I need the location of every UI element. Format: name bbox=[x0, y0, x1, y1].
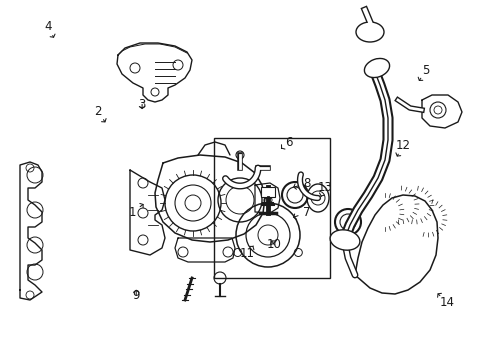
Polygon shape bbox=[130, 170, 165, 255]
Bar bbox=[214, 138, 330, 278]
Polygon shape bbox=[20, 162, 42, 300]
Ellipse shape bbox=[356, 22, 384, 42]
Text: 4: 4 bbox=[44, 21, 52, 33]
Polygon shape bbox=[117, 43, 192, 102]
Text: 14: 14 bbox=[440, 296, 454, 309]
Ellipse shape bbox=[330, 230, 360, 250]
Ellipse shape bbox=[365, 58, 390, 77]
Text: 7: 7 bbox=[303, 206, 311, 219]
Polygon shape bbox=[255, 183, 280, 213]
Text: 6: 6 bbox=[285, 136, 293, 149]
Polygon shape bbox=[155, 155, 265, 242]
Text: 10: 10 bbox=[267, 238, 282, 251]
Text: 9: 9 bbox=[132, 289, 140, 302]
Text: 3: 3 bbox=[138, 98, 146, 111]
Text: 2: 2 bbox=[94, 105, 102, 118]
Polygon shape bbox=[422, 95, 462, 128]
Text: 12: 12 bbox=[396, 139, 411, 152]
Polygon shape bbox=[355, 195, 438, 294]
Text: 13: 13 bbox=[318, 181, 332, 194]
Text: 8: 8 bbox=[303, 177, 311, 190]
Polygon shape bbox=[175, 238, 235, 262]
Text: 5: 5 bbox=[422, 64, 430, 77]
Ellipse shape bbox=[307, 184, 329, 212]
Bar bbox=[261, 187, 275, 197]
Text: 11: 11 bbox=[240, 247, 255, 260]
Text: 1: 1 bbox=[128, 206, 136, 219]
